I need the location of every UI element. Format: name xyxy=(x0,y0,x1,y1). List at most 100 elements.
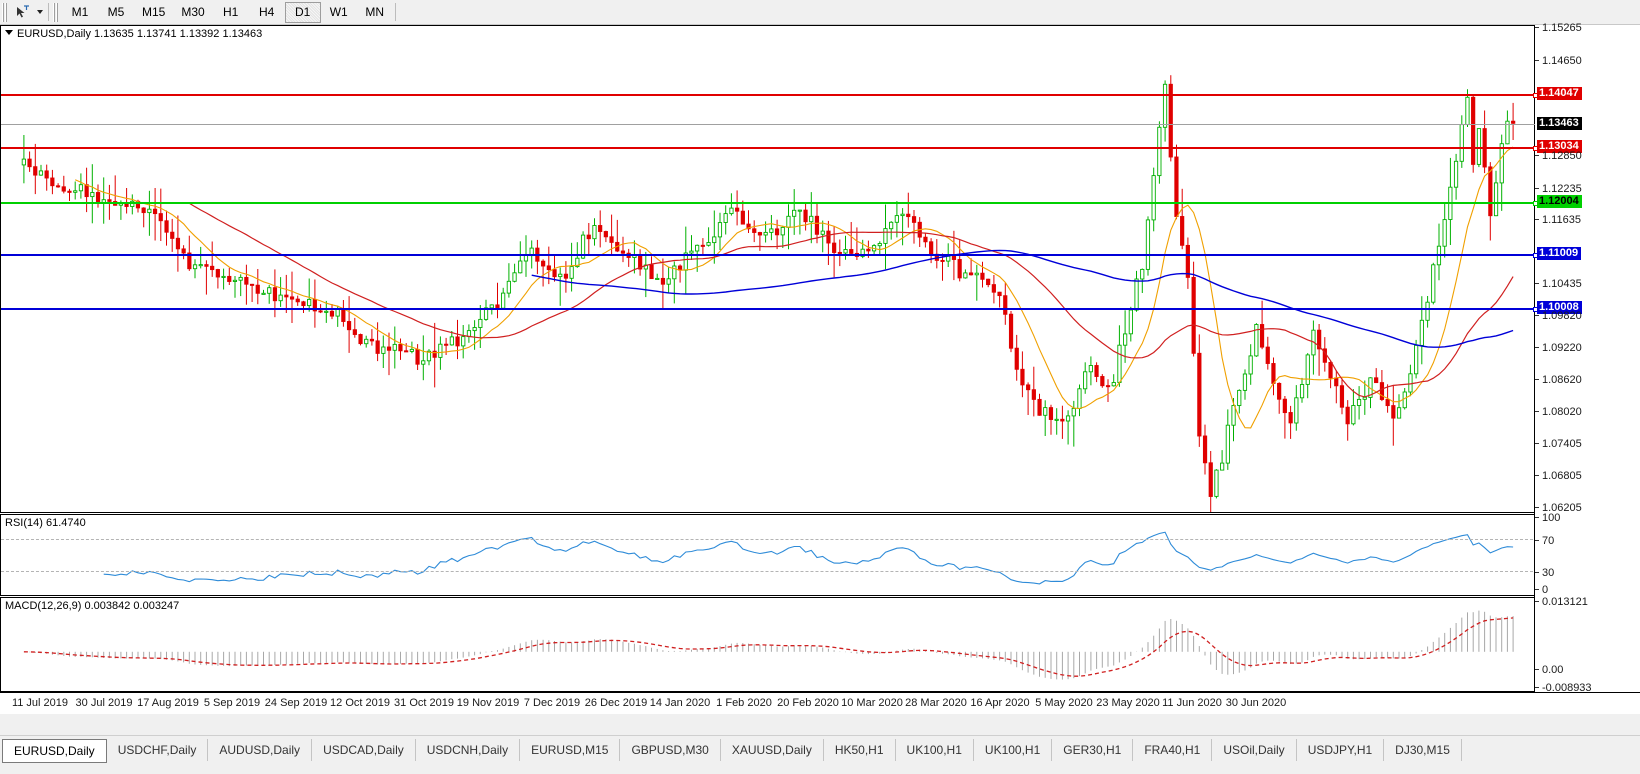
rsi-level-70-line xyxy=(1,539,1533,540)
timeframe-button-m5[interactable]: M5 xyxy=(107,5,125,19)
date-tick-12: 20 Feb 2020 xyxy=(777,697,839,709)
chart-nav-strip[interactable] xyxy=(0,714,1640,735)
price-tick-1.07405: 1.07405 xyxy=(1535,439,1582,450)
chart-tab-usdcad-daily[interactable]: USDCAD,Daily xyxy=(312,739,416,761)
level-line-1.13463[interactable] xyxy=(1,124,1535,126)
level-line-1.10008[interactable] xyxy=(1,306,1538,312)
date-tick-5: 12 Oct 2019 xyxy=(330,697,390,709)
chart-tab-audusd-daily[interactable]: AUDUSD,Daily xyxy=(208,739,313,761)
timeframe-button-mn[interactable]: MN xyxy=(365,5,385,19)
cursor-crosshair-icon[interactable] xyxy=(11,2,33,23)
toolbar-drag-handle[interactable] xyxy=(2,2,8,22)
level-handle-1.14047[interactable] xyxy=(1533,92,1538,98)
level-handle-1.12004[interactable] xyxy=(1533,200,1538,206)
chart-tab-ger30-h1[interactable]: GER30,H1 xyxy=(1052,739,1134,761)
price-level-tag-1.14047[interactable]: 1.14047 xyxy=(1537,86,1582,100)
macd-pane-label: MACD(12,26,9) 0.003842 0.003247 xyxy=(5,600,180,612)
chevron-down-icon xyxy=(36,10,43,14)
timeframe-button-m30[interactable]: M30 xyxy=(181,5,205,19)
date-tick-0: 11 Jul 2019 xyxy=(11,697,69,709)
date-tick-17: 23 May 2020 xyxy=(1096,697,1160,709)
rsi-pane[interactable]: RSI(14) 61.4740 xyxy=(0,514,1534,596)
chart-tab-dj30-m15[interactable]: DJ30,M15 xyxy=(1384,739,1462,761)
date-tick-10: 14 Jan 2020 xyxy=(649,697,711,709)
price-tick-1.11635: 1.11635 xyxy=(1535,215,1581,226)
price-tick-1.09820: 1.09820 xyxy=(1535,311,1582,322)
macd-histogram-plot xyxy=(23,610,1514,680)
date-axis[interactable]: 11 Jul 2019 30 Jul 2019 17 Aug 2019 5 Sep 2… xyxy=(0,692,1640,714)
date-tick-7: 19 Nov 2019 xyxy=(456,697,520,709)
chart-tab-usdcnh-daily[interactable]: USDCNH,Daily xyxy=(416,739,521,761)
timeframe-button-m1[interactable]: M1 xyxy=(71,5,89,19)
level-line-1.11009[interactable] xyxy=(1,253,1538,259)
rsi-level-30-line xyxy=(1,571,1533,572)
rsi-tick-0: 0 xyxy=(1535,585,1548,596)
price-level-tag-1.13463[interactable]: 1.13463 xyxy=(1537,117,1582,131)
rsi-tick-30: 30 xyxy=(1535,568,1554,579)
date-tick-15: 16 Apr 2020 xyxy=(970,697,1030,709)
date-tick-19: 30 Jun 2020 xyxy=(1225,697,1287,709)
price-tick-1.12235: 1.12235 xyxy=(1535,183,1582,195)
chart-tab-hk50-h1[interactable]: HK50,H1 xyxy=(824,739,896,761)
timeframe-button-d1[interactable]: D1 xyxy=(284,1,321,23)
chart-tab-eurusd-daily[interactable]: EURUSD,Daily xyxy=(2,739,107,763)
chart-tab-xauusd-daily[interactable]: XAUUSD,Daily xyxy=(721,739,824,761)
timeframe-button-h4[interactable]: H4 xyxy=(259,5,275,19)
price-tick-1.15265: 1.15265 xyxy=(1535,23,1582,34)
timeframe-button-group: M1 M5 M15 M30 H1 H4 D1 W1 MN xyxy=(62,0,393,25)
chart-tab-usdchf-daily[interactable]: USDCHF,Daily xyxy=(107,739,209,761)
level-handle-1.13034[interactable] xyxy=(1533,146,1538,152)
date-tick-4: 24 Sep 2019 xyxy=(264,697,328,709)
price-level-tag-1.11009[interactable]: 1.11009 xyxy=(1537,247,1582,261)
date-tick-1: 30 Jul 2019 xyxy=(75,697,133,709)
level-handle-1.11009[interactable] xyxy=(1533,253,1538,259)
chart-tab-bar: EURUSD,Daily USDCHF,Daily AUDUSD,Daily USDC… xyxy=(0,735,1640,774)
price-pane[interactable]: EURUSD,Daily 1.13635 1.13741 1.13392 1.1… xyxy=(0,25,1538,513)
price-scale[interactable]: 1.15265 1.14650 1.14047 1.13463 1.13034 1.128… xyxy=(1534,23,1640,694)
price-level-tag-1.10008[interactable]: 1.10008 xyxy=(1537,300,1582,314)
rsi-line-plot xyxy=(103,531,1514,585)
date-tick-11: 1 Feb 2020 xyxy=(716,697,772,709)
chart-area[interactable]: EURUSD,Daily 1.13635 1.13741 1.13392 1.1… xyxy=(0,23,1640,735)
timeframe-group-drag-handle[interactable] xyxy=(53,2,59,22)
price-level-tag-1.12004[interactable]: 1.12004 xyxy=(1537,194,1582,208)
date-tick-13: 10 Mar 2020 xyxy=(841,697,903,709)
rsi-pane-label: RSI(14) 61.4740 xyxy=(5,517,86,529)
price-tick-1.06205: 1.06205 xyxy=(1535,503,1582,514)
chart-tab-eurusd-m15[interactable]: EURUSD,M15 xyxy=(520,739,621,761)
timeframe-button-h1[interactable]: H1 xyxy=(223,5,239,19)
date-tick-8: 7 Dec 2019 xyxy=(523,697,581,709)
price-tick-1.12850: 1.12850 xyxy=(1535,150,1582,162)
date-tick-9: 26 Dec 2019 xyxy=(584,697,648,709)
price-level-tag-1.13034[interactable]: 1.13034 xyxy=(1537,140,1582,154)
macd-pane[interactable]: MACD(12,26,9) 0.003842 0.003247 xyxy=(0,597,1534,692)
price-candles-plot xyxy=(21,75,1516,512)
price-pane-label: EURUSD,Daily 1.13635 1.13741 1.13392 1.1… xyxy=(5,28,262,40)
rsi-tick-70: 70 xyxy=(1535,536,1554,547)
chart-tab-uk100-h1[interactable]: UK100,H1 xyxy=(896,739,974,761)
level-line-1.12004[interactable] xyxy=(1,200,1538,206)
chart-tab-uk100-h1[interactable]: UK100,H1 xyxy=(974,739,1053,761)
chart-tab-fra40-h1[interactable]: FRA40,H1 xyxy=(1133,739,1213,761)
macd-tick--0.008933: -0.008933 xyxy=(1535,683,1592,694)
level-line-1.14047[interactable] xyxy=(1,92,1538,98)
chart-tab-gbpusd-m30[interactable]: GBPUSD,M30 xyxy=(620,739,721,761)
price-tick-1.14650: 1.14650 xyxy=(1535,55,1582,67)
date-tick-18: 11 Jun 2020 xyxy=(1162,697,1222,709)
price-tick-1.08620: 1.08620 xyxy=(1535,375,1582,386)
chart-tab-usoil-daily[interactable]: USOil,Daily xyxy=(1212,739,1297,761)
macd-tick-0.013121: 0.013121 xyxy=(1535,597,1588,608)
date-tick-3: 5 Sep 2019 xyxy=(203,697,261,709)
chart-tab-usdjpy-h1[interactable]: USDJPY,H1 xyxy=(1297,739,1385,761)
collapse-triangle-icon[interactable] xyxy=(5,30,13,35)
toolbar: M1 M5 M15 M30 H1 H4 D1 W1 MN xyxy=(0,0,1640,25)
level-line-1.13034[interactable] xyxy=(1,146,1538,152)
timeframe-button-w1[interactable]: W1 xyxy=(329,5,348,19)
price-tick-1.06805: 1.06805 xyxy=(1535,471,1582,482)
toolbar-dropdown-caret-icon[interactable] xyxy=(33,2,46,23)
timeframe-button-m15[interactable]: M15 xyxy=(142,5,166,19)
level-handle-1.10008[interactable] xyxy=(1533,306,1538,312)
rsi-tick-100: 100 xyxy=(1535,513,1560,524)
date-tick-16: 5 May 2020 xyxy=(1035,697,1093,709)
